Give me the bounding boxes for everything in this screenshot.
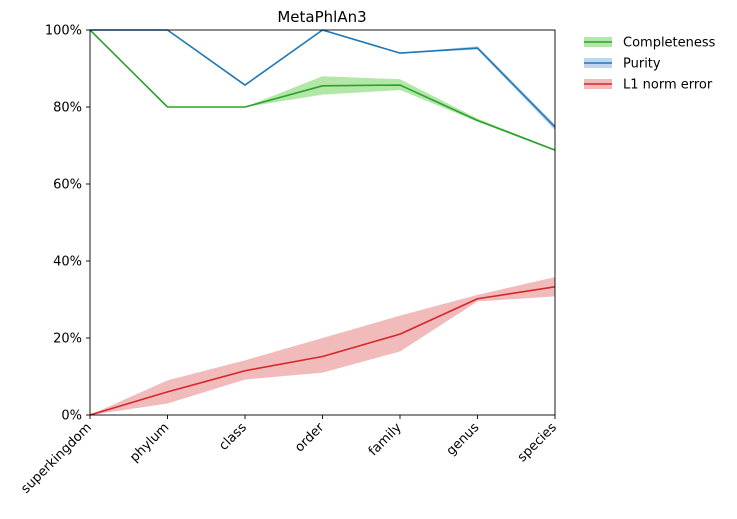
x-tick-label: class (216, 420, 250, 454)
x-tick-label: genus (444, 420, 483, 459)
y-tick-label: 40% (53, 255, 82, 270)
y-tick-label: 60% (53, 178, 82, 193)
series-line-completeness (90, 29, 555, 151)
y-tick-label: 20% (53, 332, 82, 347)
legend-label: Completeness (623, 36, 716, 51)
legend-label: Purity (623, 57, 661, 72)
y-tick-label: 0% (61, 409, 82, 424)
legend-label: L1 norm error (623, 78, 713, 93)
chart-title: MetaPhlAn3 (277, 8, 366, 26)
x-tick-label: superkingdom (18, 420, 94, 496)
legend: Completeness Purity L1 norm error (584, 36, 716, 93)
series-line-l1-norm-error (90, 286, 555, 416)
y-tick-label: 100% (45, 24, 82, 39)
x-tick-label: phylum (127, 420, 172, 465)
x-tick-label: family (366, 420, 405, 459)
x-tick-label: order (292, 420, 328, 456)
y-tick-label: 80% (53, 101, 82, 116)
band-completeness (90, 30, 555, 151)
x-tick-label: species (515, 420, 560, 465)
